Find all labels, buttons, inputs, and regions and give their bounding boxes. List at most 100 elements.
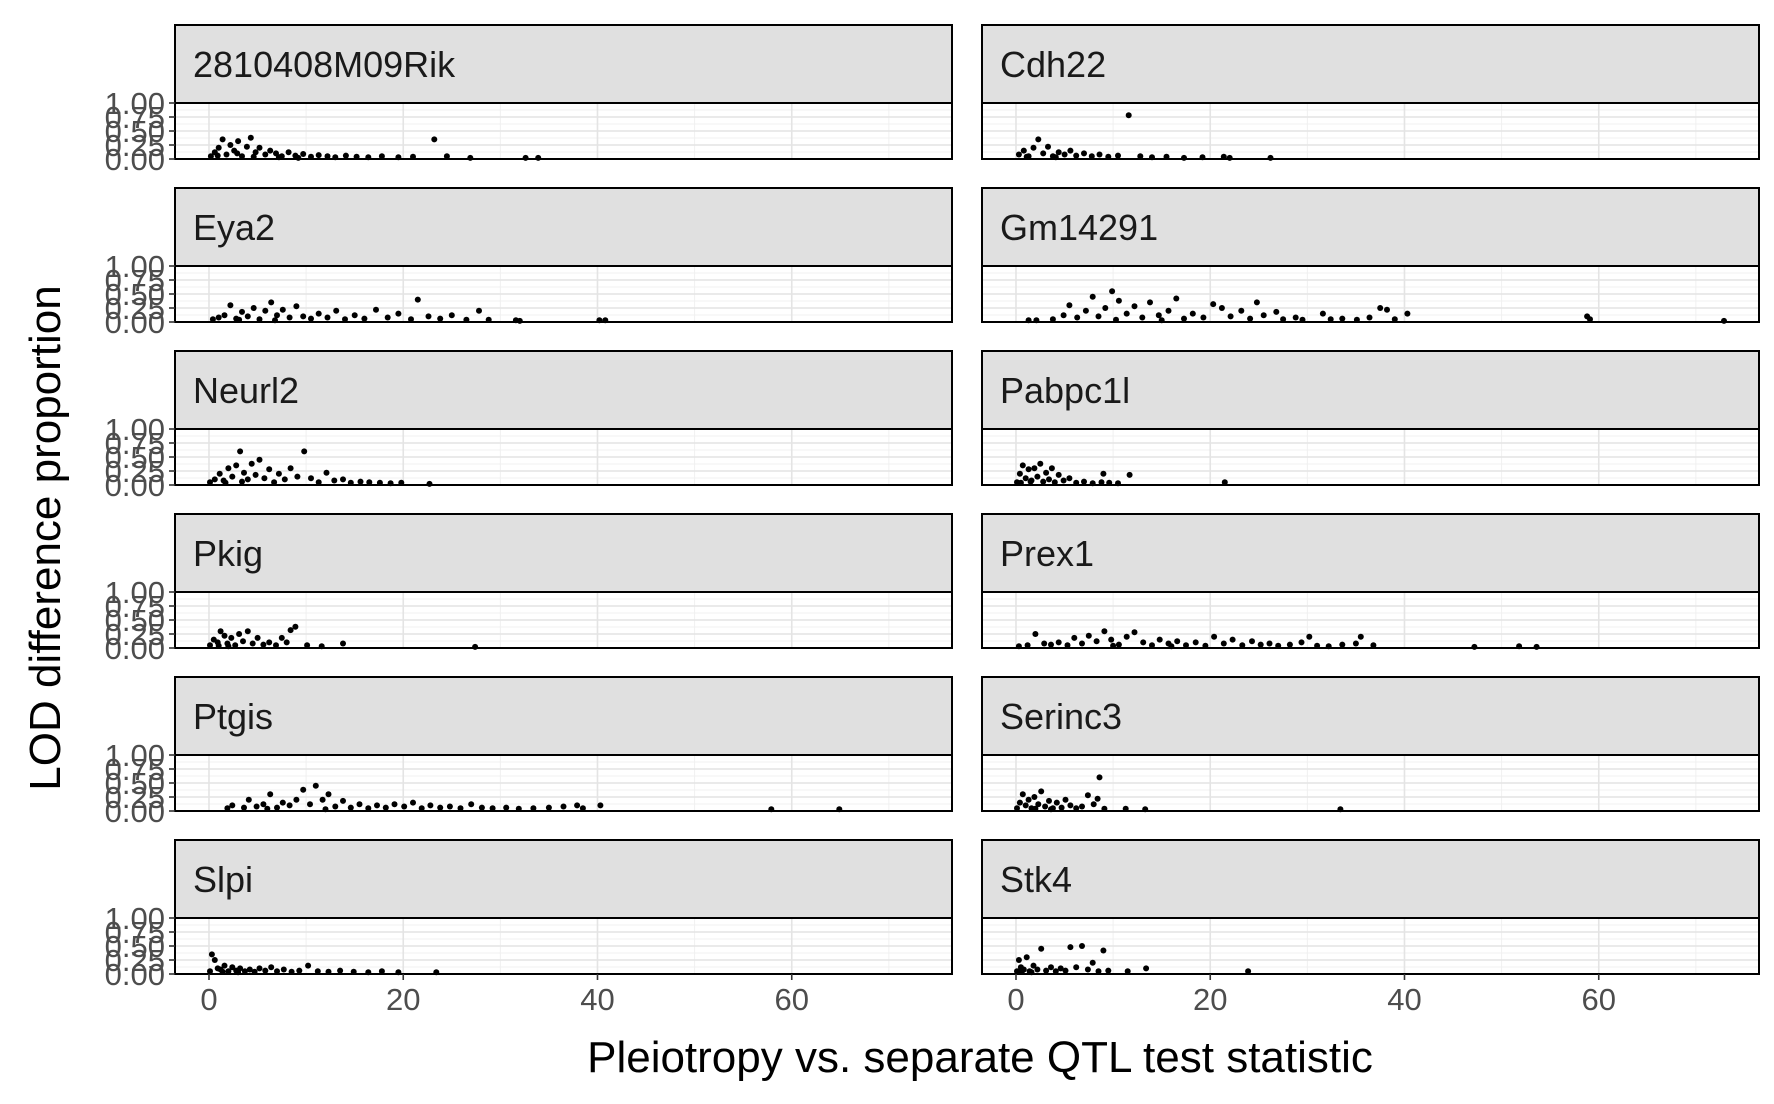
data-point (1031, 794, 1038, 800)
data-point (1173, 295, 1180, 302)
data-point (1123, 310, 1130, 317)
data-point (207, 642, 213, 649)
y-tick-label: 1.00 (105, 901, 165, 936)
facet-panel: Pabpc1l (981, 350, 1760, 487)
data-point (1084, 792, 1091, 799)
data-point (219, 136, 226, 143)
data-point (262, 307, 269, 314)
data-point (256, 456, 263, 463)
x-tick-label: 60 (1582, 982, 1616, 1017)
data-point (489, 805, 496, 812)
data-point (1061, 151, 1068, 158)
data-point (1404, 310, 1411, 317)
data-point (1052, 968, 1059, 975)
data-point (332, 803, 339, 810)
data-point (1048, 465, 1055, 472)
data-point (281, 476, 288, 483)
data-point (1247, 315, 1254, 322)
data-point (1034, 473, 1041, 480)
data-point (1053, 799, 1060, 806)
data-point (457, 805, 464, 812)
data-point (1249, 638, 1255, 645)
data-point (361, 315, 368, 322)
x-tick-label: 0 (200, 982, 217, 1017)
data-point (253, 803, 260, 810)
data-point (1174, 638, 1181, 645)
data-point (427, 802, 434, 809)
data-point (1084, 966, 1091, 973)
data-point (1081, 150, 1087, 157)
y-tick-label: 0.50 (105, 114, 165, 149)
data-point (1048, 964, 1054, 971)
data-point (241, 968, 248, 975)
data-point (267, 791, 274, 798)
data-point (401, 803, 408, 810)
facet-panel: Stk4 (981, 839, 1760, 976)
y-tick-label: 0.00 (105, 957, 165, 992)
y-tick-label: 0.50 (105, 603, 165, 638)
data-point (241, 804, 247, 811)
facet-label: Serinc3 (1000, 696, 1122, 737)
data-point (1229, 636, 1236, 643)
data-point (1155, 312, 1162, 319)
facet-strip (174, 350, 953, 430)
data-point (1023, 954, 1030, 961)
y-tick-label: 0.75 (105, 915, 165, 950)
data-point (431, 136, 438, 143)
facet-label: Ptgis (193, 696, 273, 737)
data-point (1073, 964, 1080, 971)
data-point (228, 634, 235, 641)
data-point (1227, 313, 1234, 320)
data-point (247, 134, 254, 141)
data-point (1100, 947, 1107, 954)
y-tick-label: 0.25 (105, 780, 165, 815)
data-point (1218, 305, 1225, 311)
data-point (1094, 795, 1101, 802)
facet-label: Gm14291 (1000, 207, 1158, 248)
facet-panel: Cdh22 (981, 24, 1760, 161)
data-point (1081, 478, 1087, 485)
data-point (1041, 640, 1048, 647)
data-point (221, 962, 228, 969)
data-point (1073, 152, 1080, 159)
y-tick-label: 0.50 (105, 277, 165, 312)
data-point (1067, 147, 1074, 154)
data-point (323, 469, 330, 476)
data-point (244, 313, 251, 320)
data-point (1101, 628, 1108, 635)
data-point (324, 153, 331, 160)
data-point (245, 796, 252, 803)
data-point (229, 802, 236, 809)
data-point (225, 968, 232, 975)
data-point (283, 639, 290, 646)
data-point (1149, 642, 1155, 649)
data-point (274, 968, 280, 975)
data-point (1015, 957, 1022, 963)
data-point (1045, 143, 1051, 150)
data-point (221, 312, 228, 319)
data-point (208, 951, 215, 958)
data-point (1051, 479, 1058, 486)
data-point (268, 299, 275, 306)
data-point (216, 470, 223, 477)
data-point (448, 312, 455, 319)
data-point (1040, 150, 1047, 157)
data-point (262, 967, 269, 974)
data-point (319, 796, 326, 803)
data-point (274, 312, 280, 319)
data-point (1019, 791, 1026, 798)
data-point (300, 151, 307, 157)
data-point (260, 641, 267, 648)
data-point (211, 476, 218, 483)
x-tick-label: 40 (580, 982, 614, 1017)
facet-label: 2810408M09Rik (193, 44, 456, 85)
data-point (1257, 641, 1264, 648)
y-tick-label: 1.00 (105, 86, 165, 121)
data-point (333, 307, 340, 314)
data-point (1105, 967, 1112, 974)
data-point (384, 314, 391, 321)
data-point (1027, 478, 1034, 485)
data-point (418, 805, 425, 812)
data-point (239, 153, 245, 160)
data-point (252, 149, 259, 156)
